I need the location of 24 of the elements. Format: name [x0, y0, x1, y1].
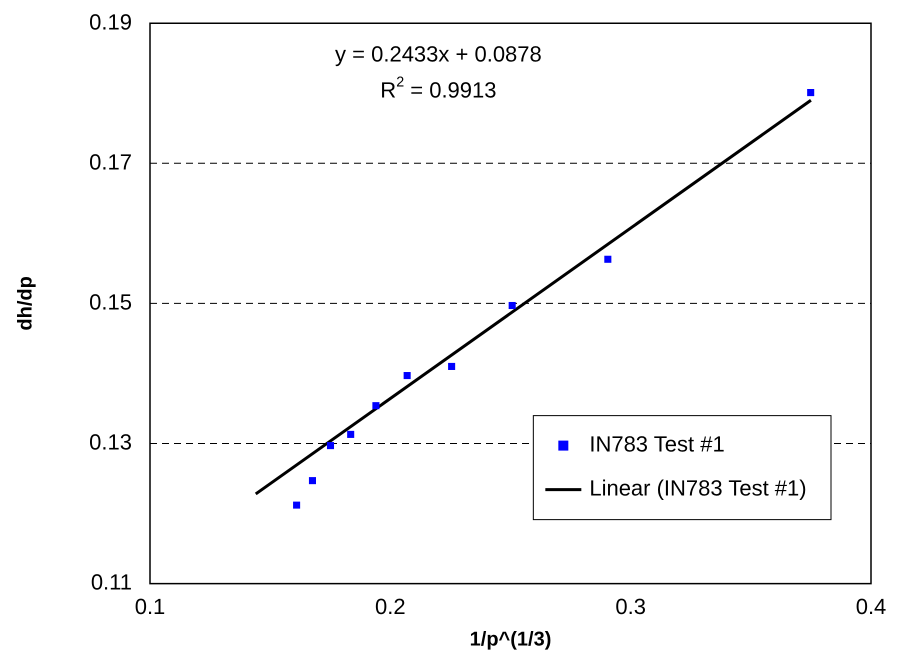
annotation: y = 0.2433x + 0.0878 — [335, 41, 542, 66]
y-tick-label: 0.11 — [90, 570, 132, 595]
x-axis-title: 1/p^(1/3) — [470, 628, 552, 651]
legend-label: Linear (IN783 Test #1) — [589, 476, 807, 501]
y-tick-label: 0.13 — [89, 430, 132, 455]
y-tick-label: 0.15 — [89, 289, 132, 314]
point — [807, 89, 814, 96]
point — [308, 477, 316, 484]
point — [404, 372, 411, 380]
x-tick-label: 0.2 — [375, 594, 406, 619]
y-tick-label: 0.19 — [89, 9, 132, 34]
point — [372, 402, 380, 410]
point — [347, 430, 354, 438]
point — [293, 502, 300, 509]
x-tick-label: 0.1 — [134, 594, 166, 619]
point — [604, 256, 612, 263]
y-axis-title: dh/dp — [14, 276, 37, 331]
point — [326, 442, 334, 450]
y-tick-label: 0.17 — [89, 149, 132, 174]
point — [448, 362, 456, 370]
legend-label: IN783 Test #1 — [589, 432, 725, 457]
point — [508, 302, 516, 310]
x-tick-label: 0.3 — [615, 594, 646, 619]
x-tick-label: 0.4 — [856, 594, 886, 619]
